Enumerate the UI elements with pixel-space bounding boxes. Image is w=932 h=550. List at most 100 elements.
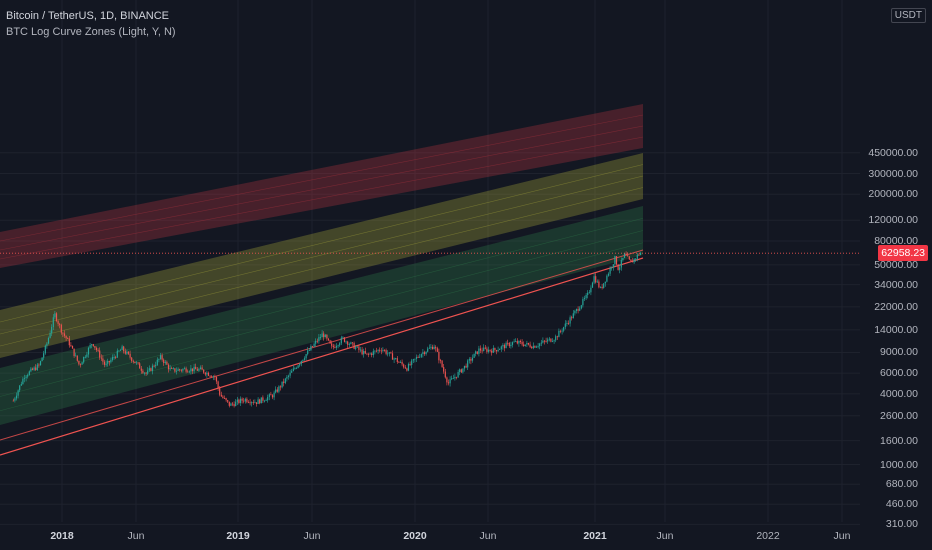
candle-body [94, 346, 96, 348]
chart-grid [0, 0, 860, 525]
candle-body [193, 366, 195, 372]
time-tick: 2019 [226, 530, 250, 542]
candle-body [491, 350, 493, 353]
candle-body [131, 357, 133, 362]
price-tick: 34000.00 [874, 278, 918, 291]
candle-body [412, 359, 414, 361]
candle-body [492, 348, 494, 353]
candle-body [273, 392, 275, 398]
candle-body [499, 349, 501, 350]
candle-body [211, 376, 213, 378]
candle-body [99, 350, 101, 358]
candle-body [54, 313, 56, 318]
candle-body [367, 353, 370, 355]
candle-body [308, 350, 310, 352]
candle-body [148, 368, 150, 371]
candle-body [403, 364, 405, 368]
candle-body [438, 351, 440, 361]
indicator-title[interactable]: BTC Log Curve Zones (Light, Y, N) [6, 26, 176, 38]
candle-body [598, 281, 600, 288]
candle-body [79, 364, 82, 366]
symbol-title[interactable]: Bitcoin / TetherUS, 1D, BINANCE [6, 10, 170, 22]
candle-body [475, 351, 477, 354]
candle-body [38, 364, 40, 366]
candle-body [217, 381, 219, 389]
candle-body [575, 309, 578, 311]
candle-body [155, 364, 157, 367]
candle-body [539, 343, 541, 346]
candle-body [350, 342, 352, 345]
time-tick: 2021 [583, 530, 607, 542]
candle-body [547, 339, 549, 342]
candle-body [420, 354, 422, 357]
candle-body [526, 342, 528, 345]
candle-body [265, 400, 267, 402]
candle-body [351, 342, 354, 344]
candle-body [30, 368, 32, 372]
candle-body [294, 368, 296, 370]
candle-body [585, 294, 587, 299]
candle-body [188, 371, 190, 373]
candle-body [441, 360, 443, 368]
candle-body [127, 351, 130, 354]
candle-body [110, 359, 112, 363]
price-axis[interactable]: USDT 450000.00 300000.00 200000.00 120000.0… [860, 0, 932, 550]
candle-body [556, 336, 558, 338]
candle-body [63, 333, 66, 336]
time-tick: Jun [833, 530, 851, 542]
candle-body [454, 376, 456, 379]
candle-body [51, 326, 53, 334]
candle-body [423, 352, 426, 354]
candle-body [550, 338, 552, 342]
candle-body [124, 351, 126, 354]
candle-body [59, 323, 61, 325]
candle-body [247, 401, 250, 403]
candle-body [577, 309, 579, 311]
candle-body [593, 276, 595, 283]
candle-body [73, 348, 75, 357]
candle-body [276, 389, 278, 392]
candle-body [443, 367, 445, 372]
chart-legend[interactable]: Bitcoin / TetherUS, 1D, BINANCE BTC Log … [6, 8, 176, 40]
price-tick: 9000.00 [880, 346, 918, 359]
candle-body [468, 359, 470, 361]
candle-body [553, 340, 555, 342]
candle-body [511, 342, 514, 345]
candle-body [582, 299, 584, 306]
candle-body [310, 346, 312, 351]
candle-body [487, 349, 490, 352]
price-tick: 50000.00 [874, 258, 918, 271]
candle-body [76, 355, 78, 361]
candle-body [372, 351, 374, 356]
candle-body [563, 327, 565, 331]
candle-body [158, 359, 160, 360]
candle-body [175, 370, 178, 372]
candle-body [591, 282, 594, 288]
candle-body [254, 402, 256, 404]
currency-label[interactable]: USDT [890, 8, 926, 23]
candle-body [579, 308, 581, 311]
candle-body [406, 368, 408, 371]
candle-body [318, 337, 320, 342]
candle-body [447, 382, 450, 384]
candle-body [204, 372, 206, 375]
candle-body [137, 362, 139, 364]
price-series [12, 251, 642, 408]
candle-body [295, 367, 298, 369]
candle-body [52, 317, 54, 327]
candle-body [209, 375, 211, 377]
price-tick: 14000.00 [874, 323, 918, 336]
candle-body [508, 342, 510, 347]
candle-body [33, 367, 35, 370]
candle-body [238, 399, 240, 403]
candle-body [243, 400, 245, 402]
candle-body [39, 361, 42, 366]
candle-body [286, 376, 288, 379]
candle-body [187, 371, 189, 373]
candle-body [529, 344, 531, 348]
candle-body [89, 345, 91, 348]
candle-body [505, 342, 507, 349]
candle-body [236, 399, 238, 402]
candle-body [611, 267, 613, 269]
